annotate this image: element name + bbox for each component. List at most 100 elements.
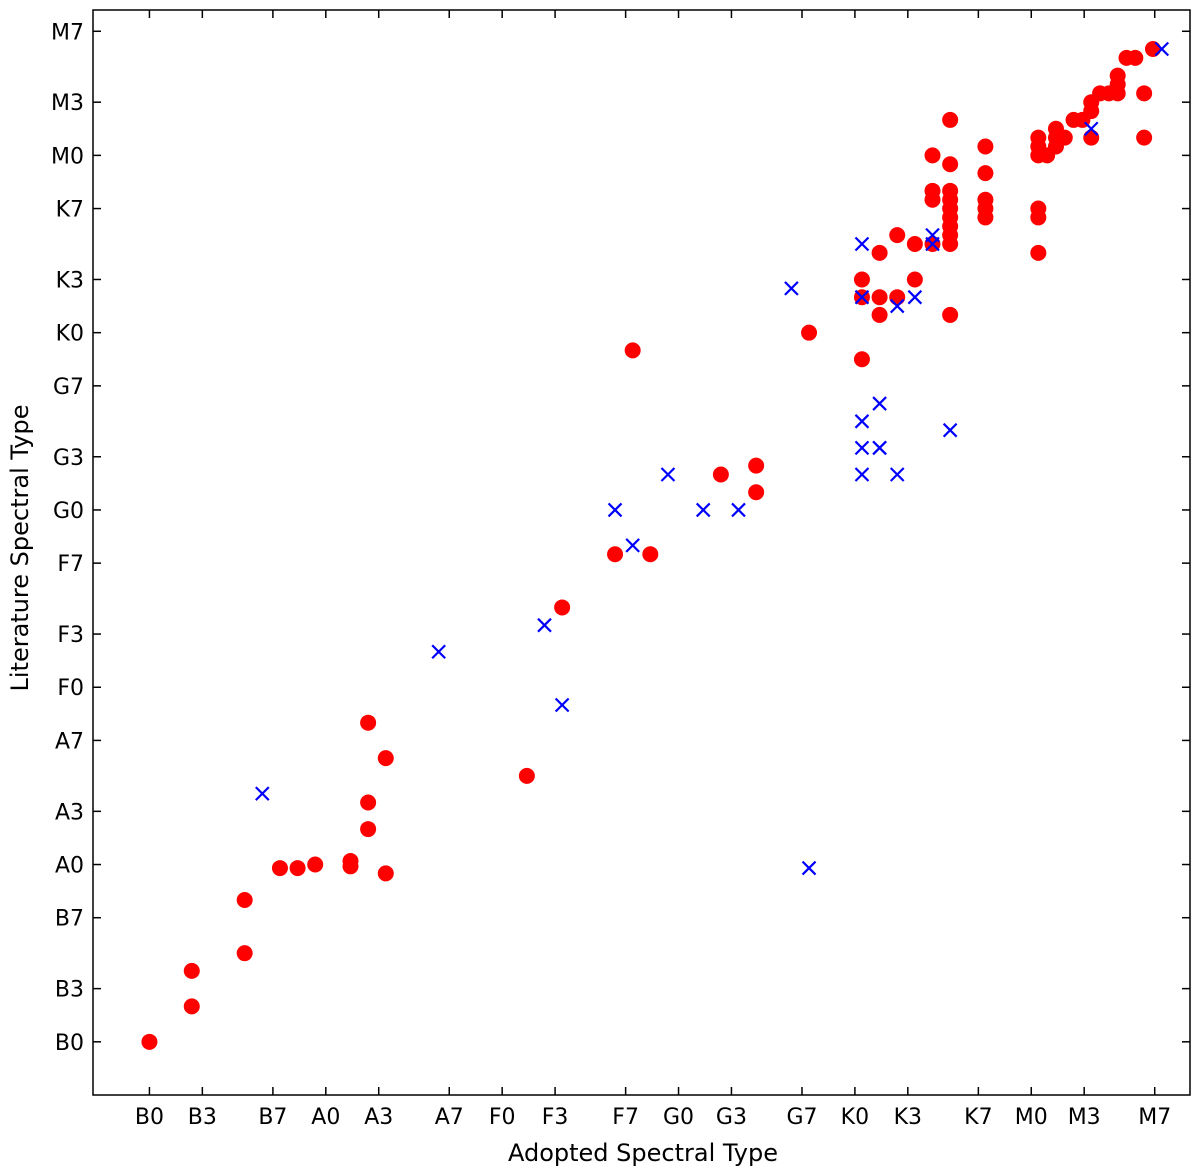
data-point-cross: [907, 289, 923, 305]
data-point-cross: [854, 236, 870, 252]
data-point-circle: [748, 484, 765, 501]
data-point-cross: [889, 467, 905, 482]
data-point-circle: [642, 546, 659, 563]
data-point-circle: [1030, 244, 1047, 261]
data-point-circle: [977, 138, 994, 155]
data-point-circle: [1030, 129, 1047, 146]
y-tick-label: F3: [57, 623, 84, 648]
data-point-circle: [942, 111, 959, 128]
data-point-circle: [342, 852, 359, 869]
x-tick-label: G3: [716, 1105, 747, 1130]
data-point-cross: [872, 440, 887, 456]
y-axis-ticks: B0 B3 B7 A0 A3 A7 F0 F3 F7 G0 G3 G7 K0 K3 K7 M0 M3 M7: [51, 20, 1190, 1056]
y-tick-label: B0: [55, 1031, 84, 1056]
y-tick-label: A3: [55, 800, 84, 825]
data-point-cross: [854, 467, 870, 482]
plot-area: [92, 9, 1191, 1096]
data-point-cross: [872, 396, 887, 411]
data-point-cross: [695, 502, 711, 518]
data-point-circle: [236, 891, 253, 908]
data-point-circle: [801, 324, 818, 341]
y-tick-label: K7: [56, 198, 84, 223]
data-point-circle: [236, 945, 253, 962]
y-tick-label: G3: [53, 446, 84, 471]
x-tick-label: B7: [258, 1105, 287, 1130]
data-point-circle: [977, 191, 994, 208]
data-point-circle: [924, 147, 941, 164]
y-tick-label: M3: [51, 91, 84, 116]
y-tick-label: K0: [56, 322, 84, 347]
data-point-circle: [924, 182, 941, 199]
data-point-circle: [307, 856, 324, 873]
x-tick-label: F7: [612, 1105, 639, 1130]
y-tick-label: F7: [57, 552, 84, 577]
x-tick-label: B0: [135, 1105, 164, 1130]
x-tick-label: A7: [435, 1105, 464, 1130]
data-point-cross: [801, 860, 817, 876]
y-tick-label: M0: [51, 144, 84, 169]
y-tick-label: B7: [55, 907, 84, 932]
data-point-cross: [1154, 41, 1170, 57]
y-axis-label: Literature Spectral Type: [6, 405, 34, 692]
data-point-cross: [854, 414, 870, 429]
data-point-circle: [1136, 129, 1153, 146]
y-tick-label: M7: [51, 20, 84, 45]
x-tick-label: F0: [489, 1105, 516, 1130]
x-axis-ticks: B0 B3 B7 A0 A3 A7 F0 F3 F7 G0 G3 G7 K0 K3 K7 M0 M3 M7: [135, 10, 1171, 1130]
data-point-circle: [141, 1033, 158, 1050]
data-point-circle: [271, 860, 288, 877]
data-point-circle: [518, 767, 535, 784]
data-point-circle: [1144, 41, 1161, 58]
data-point-circle: [289, 860, 306, 877]
data-point-circle: [360, 821, 377, 838]
x-tick-label: M7: [1138, 1105, 1171, 1130]
data-point-circle: [1127, 49, 1144, 66]
data-point-circle: [906, 236, 923, 253]
data-point-circle: [1056, 129, 1073, 146]
data-point-circle: [977, 165, 994, 182]
data-point-circle: [1109, 67, 1126, 84]
data-point-circle: [942, 156, 959, 173]
data-point-circle: [906, 271, 923, 288]
data-point-circle: [624, 342, 641, 359]
y-tick-label: G7: [53, 375, 84, 400]
data-point-cross: [431, 644, 446, 660]
data-point-circle: [377, 865, 394, 882]
x-tick-label: K0: [841, 1105, 869, 1130]
x-tick-label: G0: [663, 1105, 694, 1130]
data-point-circle: [853, 351, 870, 368]
data-point-circle: [360, 714, 377, 731]
y-tick-label: A0: [55, 854, 84, 879]
data-point-cross: [925, 227, 940, 243]
x-tick-label: M3: [1068, 1105, 1101, 1130]
x-tick-label: G7: [786, 1105, 817, 1130]
x-tick-label: K3: [894, 1105, 922, 1130]
x-axis-label: Adopted Spectral Type: [508, 1139, 778, 1167]
data-point-cross: [942, 422, 958, 438]
data-point-cross: [537, 617, 552, 633]
data-point-cross: [255, 786, 270, 801]
data-point-cross: [625, 538, 640, 553]
data-point-circle: [360, 794, 377, 811]
data-point-circle: [942, 182, 959, 199]
data-point-circle: [377, 750, 394, 767]
data-point-cross: [660, 467, 676, 482]
data-point-cross: [854, 440, 870, 456]
data-point-circle: [889, 227, 906, 244]
x-tick-label: B3: [188, 1105, 217, 1130]
x-tick-label: F3: [542, 1105, 569, 1130]
data-point-circle: [1136, 85, 1153, 102]
x-tick-label: A3: [364, 1105, 393, 1130]
data-point-circle: [183, 998, 200, 1015]
data-point-circle: [1083, 129, 1100, 146]
data-points: [141, 41, 1170, 1050]
y-tick-label: A7: [55, 729, 84, 754]
y-tick-label: G0: [53, 499, 84, 524]
data-point-circle: [942, 306, 959, 323]
data-point-circle: [1030, 200, 1047, 217]
y-tick-label: B3: [55, 978, 84, 1003]
data-point-circle: [853, 271, 870, 288]
data-point-cross: [607, 502, 623, 518]
x-tick-label: A0: [311, 1105, 340, 1130]
